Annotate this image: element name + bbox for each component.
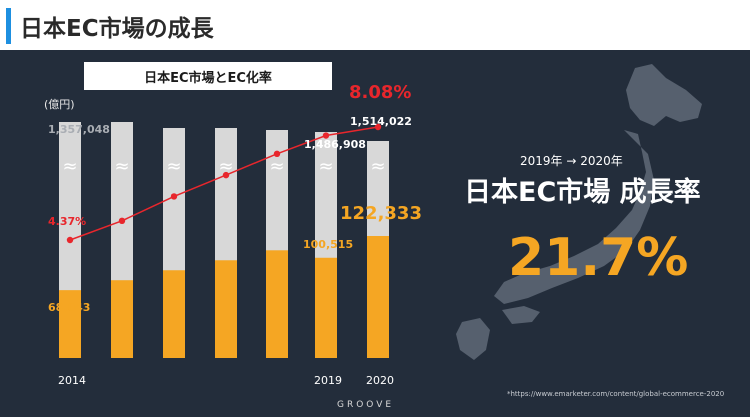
page-title: 日本EC市場の成長	[20, 16, 214, 42]
break-mark-4: ≈	[269, 156, 284, 177]
break-mark-3: ≈	[218, 156, 233, 177]
header-accent-bar	[6, 8, 11, 44]
ec-rate-point-6	[374, 123, 382, 131]
label-ec-2014: 68,043	[48, 301, 90, 314]
break-mark-2: ≈	[166, 156, 181, 177]
bar-ec-0	[59, 290, 81, 358]
bar-ec-6	[367, 236, 389, 358]
year-label-2014: 2014	[58, 374, 86, 387]
label-rate-2020: 8.08%	[349, 82, 411, 103]
label-total-2020: 1,514,022	[350, 115, 412, 128]
year-label-2019: 2019	[314, 374, 342, 387]
ec-rate-point-2	[170, 193, 178, 200]
break-mark-1: ≈	[114, 156, 129, 177]
growth-label: 日本EC市場 成長率	[464, 177, 701, 208]
bar-ec-4	[266, 250, 288, 358]
chart-title: 日本EC市場とEC化率	[84, 62, 332, 90]
year-label-2020: 2020	[366, 374, 394, 387]
source-note: *https://www.emarketer.com/content/globa…	[507, 390, 725, 398]
break-mark-5: ≈	[318, 156, 333, 177]
ec-rate-point-0	[66, 236, 74, 244]
bar-ec-5	[315, 257, 337, 358]
bar-ec-1	[111, 280, 133, 358]
ec-rate-point-4	[273, 150, 281, 158]
label-ec-2019: 100,515	[303, 238, 353, 251]
bar-ec-3	[215, 260, 237, 358]
bar-ec-2	[163, 270, 185, 358]
ec-rate-point-5	[322, 132, 330, 139]
ec-rate-point-3	[222, 171, 230, 179]
break-mark-6: ≈	[370, 156, 385, 177]
label-total-2014: 1,357,048	[48, 123, 110, 136]
label-total-2019: 1,486,908	[304, 138, 366, 151]
label-rate-2014: 4.37%	[48, 215, 86, 228]
growth-value: 21.7%	[508, 228, 689, 288]
growth-period: 2019年 → 2020年	[520, 154, 623, 168]
brand-logo: GROOVE	[337, 400, 395, 410]
break-mark-0: ≈	[62, 156, 77, 177]
japan-map-icon	[456, 64, 702, 360]
page-header: 日本EC市場の成長	[0, 0, 750, 50]
ec-rate-point-1	[118, 217, 126, 225]
label-ec-2020: 122,333	[340, 203, 422, 224]
unit-label: (億円)	[44, 98, 75, 111]
